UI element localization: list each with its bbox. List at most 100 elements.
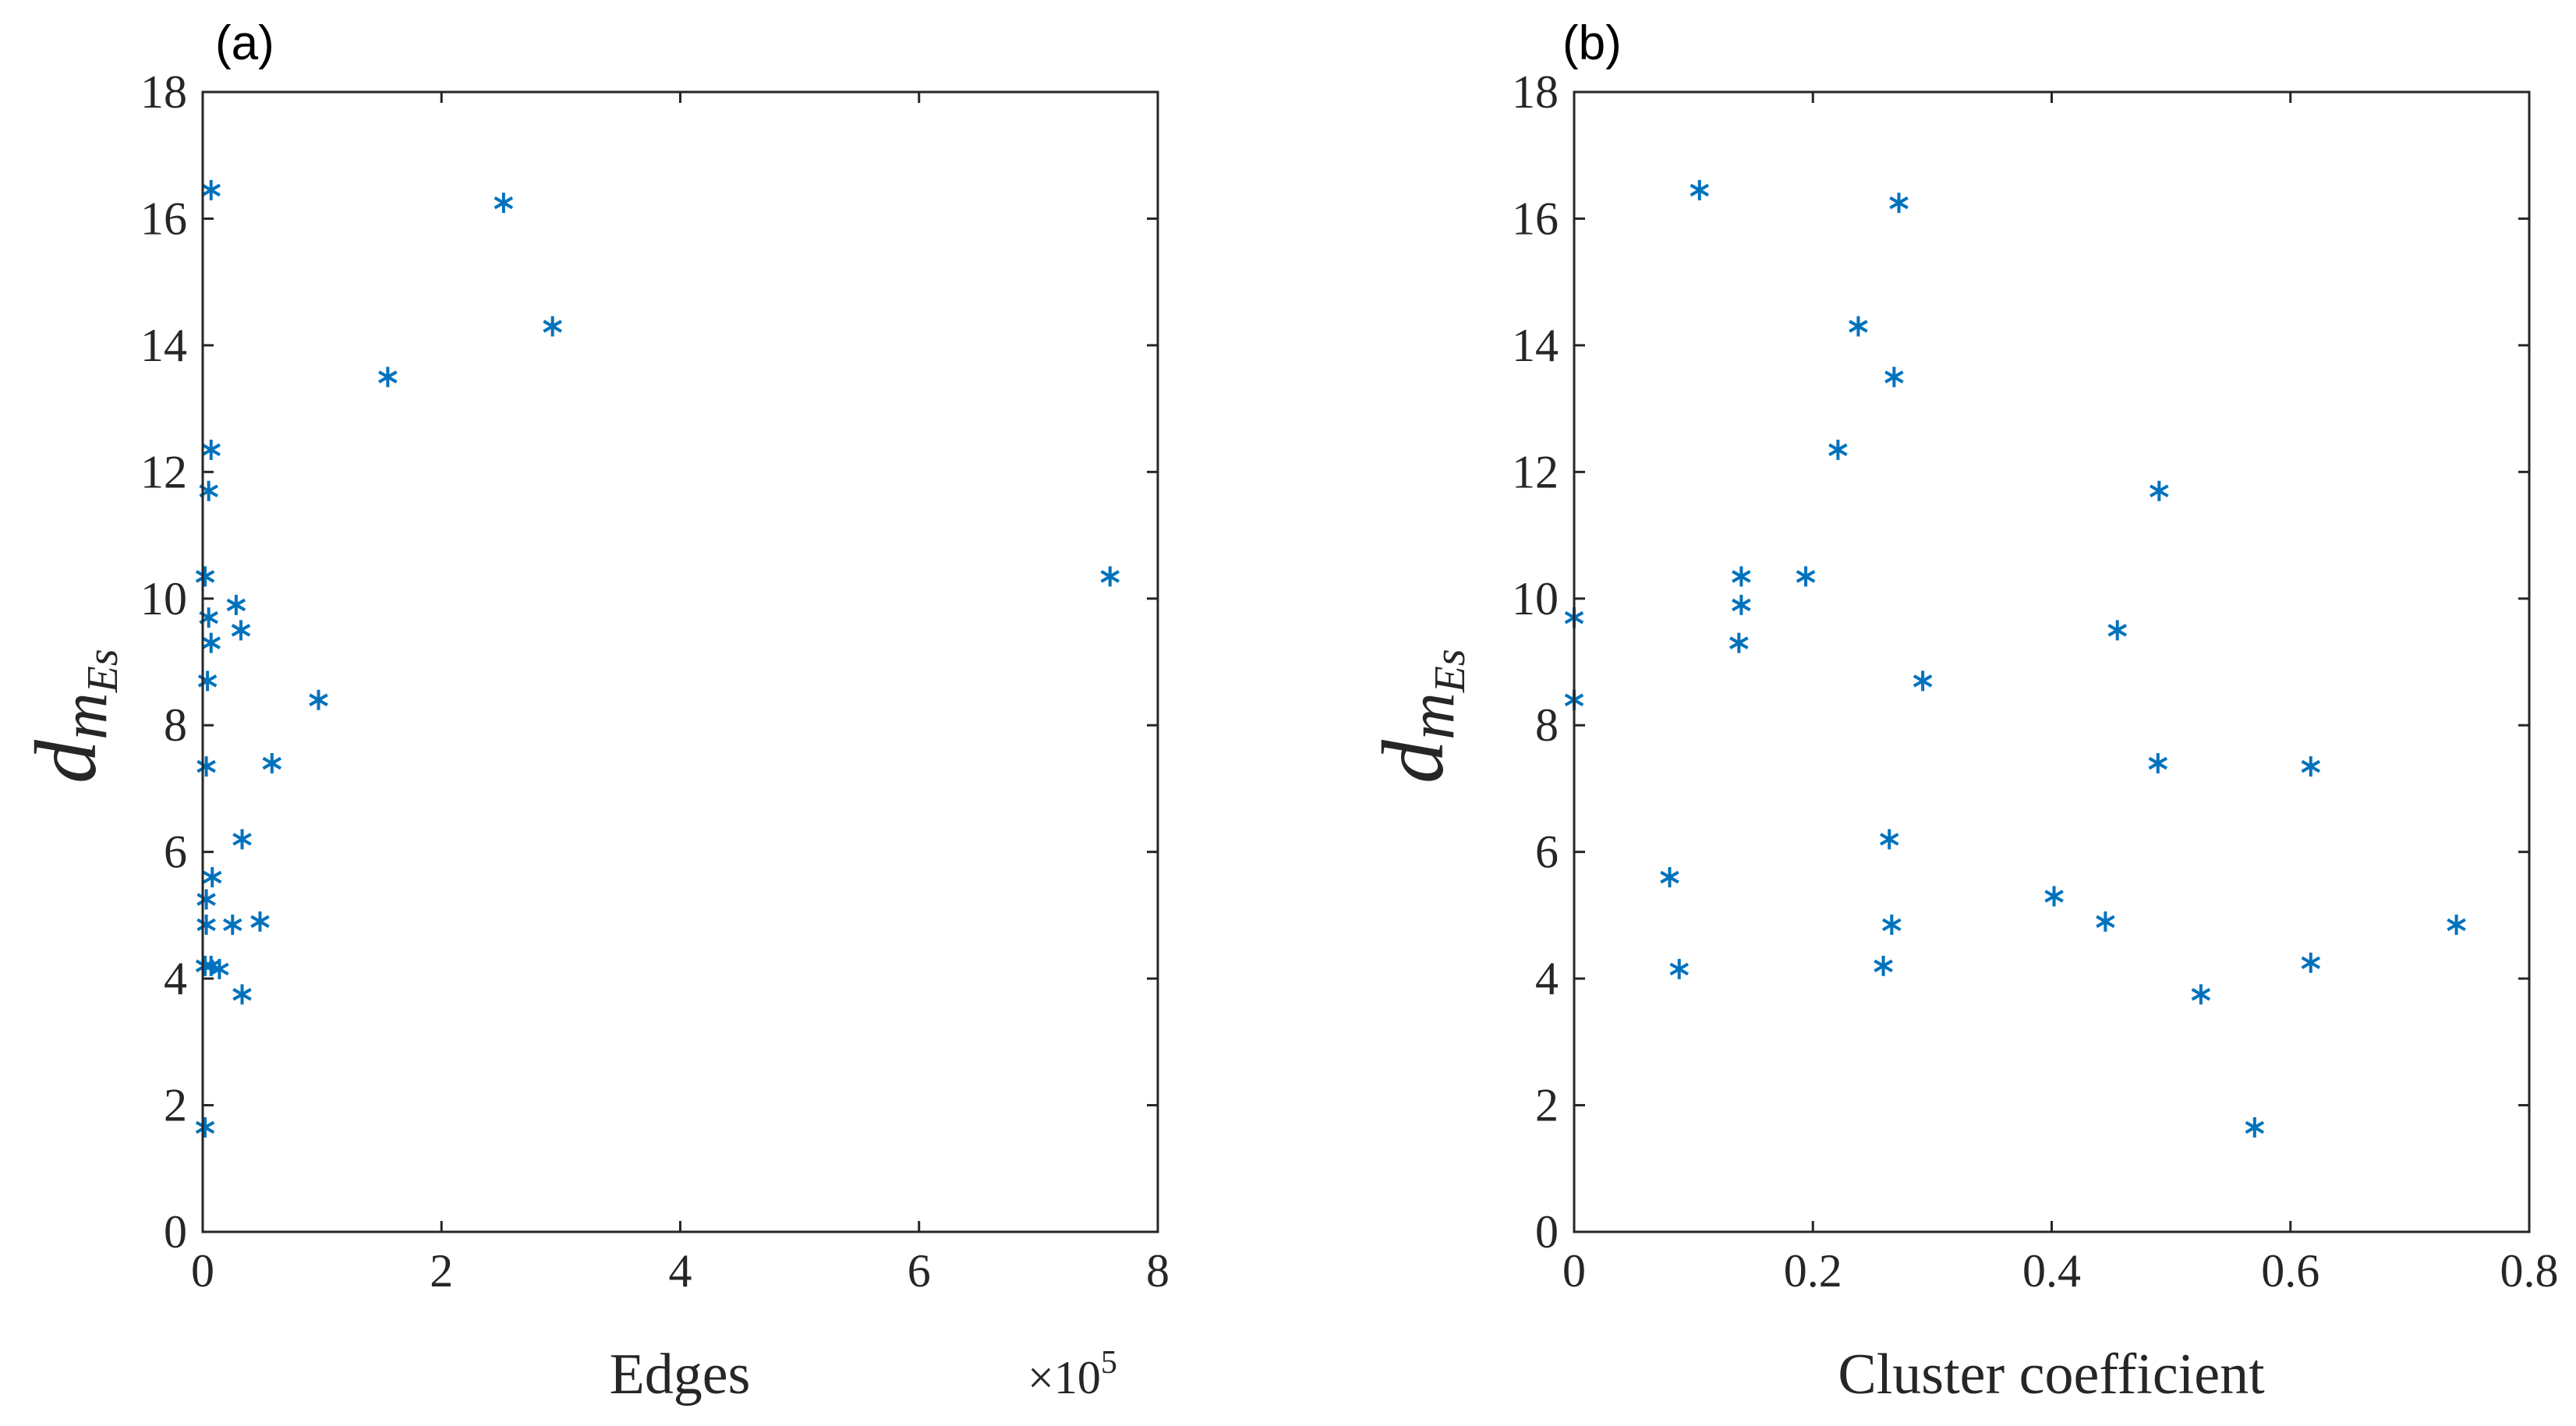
- marker-stroke: [309, 693, 328, 706]
- data-point-b: [2301, 952, 2321, 973]
- y-axis-label-sub-b: m: [1396, 692, 1468, 740]
- panel-label-a: (a): [215, 16, 274, 70]
- marker-stroke: [262, 756, 282, 770]
- data-point-a: [195, 1116, 215, 1138]
- y-tick-label-b: 2: [1535, 1080, 1559, 1131]
- data-point-a: [196, 889, 216, 910]
- marker-stroke: [1729, 636, 1749, 649]
- y-axis-label-subsub-b: Es: [1426, 649, 1474, 693]
- y-tick-label-a: 8: [164, 699, 187, 751]
- y-axis-label-subsub-a: Es: [79, 649, 127, 693]
- marker-stroke: [196, 893, 216, 906]
- data-point-b: [2150, 480, 2169, 501]
- marker-stroke: [1913, 674, 1933, 688]
- y-axis-label-main-a: d: [18, 739, 115, 784]
- data-point-b: [1828, 439, 1848, 460]
- data-point-a: [494, 193, 514, 214]
- marker-stroke: [223, 918, 242, 932]
- x-multiplier-base-a: ×10: [1028, 1352, 1101, 1403]
- axes-box-b: [1573, 90, 2531, 1233]
- marker-stroke: [1732, 598, 1751, 612]
- marker-stroke: [226, 598, 246, 612]
- data-point-b: [2447, 915, 2466, 936]
- marker-stroke: [1796, 570, 1816, 583]
- y-axis-label-main-b: d: [1365, 739, 1462, 784]
- marker-stroke: [1884, 370, 1904, 384]
- y-tick-label-b: 6: [1535, 826, 1559, 878]
- y-tick-label-a: 10: [140, 573, 187, 625]
- y-tick-label-b: 14: [1512, 320, 1559, 371]
- x-tick-label-b: 0.2: [1784, 1245, 1842, 1297]
- data-point-b: [1849, 316, 1868, 337]
- data-point-b: [1796, 566, 1816, 587]
- x-axis-label-b: Cluster coefficient: [1838, 1343, 2265, 1407]
- marker-stroke: [543, 320, 562, 333]
- marker-stroke: [1690, 183, 1710, 197]
- data-point-a: [378, 366, 398, 387]
- marker-stroke: [250, 915, 270, 929]
- x-tick-label-a: 6: [908, 1245, 931, 1297]
- x-tick-label-a: 2: [430, 1245, 453, 1297]
- data-point-a: [195, 566, 215, 587]
- data-point-b: [1874, 955, 1893, 976]
- data-point-a: [309, 689, 328, 710]
- y-tick-label-a: 4: [164, 953, 187, 1004]
- marker-stroke: [2148, 756, 2168, 770]
- panel-a: (a) dmEs 0 2 4 6 8 10 12 14 16 18 0 2 4 6 8 Edges ×105: [18, 16, 1169, 1407]
- marker-stroke: [2245, 1120, 2265, 1134]
- y-tick-label-a: 16: [140, 193, 187, 244]
- data-point-a: [202, 867, 222, 888]
- x-tick-label-b: 0: [1562, 1245, 1586, 1297]
- data-point-b: [1732, 594, 1751, 615]
- marker-stroke: [195, 1120, 215, 1134]
- marker-stroke: [196, 759, 216, 773]
- marker-stroke: [201, 443, 221, 457]
- marker-stroke: [1100, 570, 1120, 583]
- data-point-a: [231, 620, 251, 641]
- y-axis-label-a: dmEs: [18, 649, 127, 784]
- markers-a: [195, 179, 1120, 1138]
- x-tick-label-a: 0: [191, 1245, 214, 1297]
- panel-b: (b) dmEs 0 2 4 6 8 10 12 14 16 18 0 0.2 0.4 0.6 0.8 Cl…: [1365, 16, 2559, 1407]
- data-point-b: [1729, 632, 1749, 653]
- x-tick-label-a: 8: [1146, 1245, 1169, 1297]
- data-point-b: [1732, 566, 1751, 587]
- marker-stroke: [2301, 759, 2321, 773]
- y-tick-label-b: 18: [1512, 66, 1559, 118]
- marker-stroke: [2191, 988, 2211, 1001]
- data-point-a: [223, 915, 242, 936]
- data-point-a: [226, 594, 246, 615]
- marker-stroke: [1849, 320, 1868, 333]
- x-tick-label-b: 0.4: [2022, 1245, 2081, 1297]
- y-tick-label-a: 2: [164, 1080, 187, 1131]
- data-point-a: [1100, 566, 1120, 587]
- data-point-b: [2148, 752, 2168, 773]
- marker-stroke: [231, 624, 251, 637]
- marker-stroke: [201, 183, 221, 197]
- marker-stroke: [494, 196, 514, 210]
- data-point-a: [232, 984, 252, 1005]
- x-tick-label-b: 0.6: [2261, 1245, 2319, 1297]
- x-multiplier-exponent-a: 5: [1101, 1345, 1117, 1381]
- y-tick-label-b: 8: [1535, 699, 1559, 751]
- marker-stroke: [1882, 918, 1902, 932]
- data-point-a: [196, 756, 216, 777]
- marker-stroke: [2096, 915, 2115, 929]
- data-point-b: [1913, 671, 1933, 692]
- y-tick-label-a: 0: [164, 1206, 187, 1258]
- data-point-b: [1879, 829, 1899, 850]
- data-point-a: [210, 958, 229, 979]
- ticks-a: 0 2 4 6 8 10 12 14 16 18 0 2 4 6 8: [140, 66, 1169, 1297]
- data-point-b: [1660, 867, 1679, 888]
- marker-stroke: [1669, 962, 1690, 976]
- data-point-b: [2191, 984, 2211, 1005]
- x-tick-label-a: 4: [669, 1245, 692, 1297]
- data-point-a: [201, 179, 221, 200]
- x-axis-label-a: Edges: [610, 1343, 751, 1407]
- data-point-b: [2096, 911, 2115, 932]
- x-tick-label-b: 0.8: [2500, 1245, 2559, 1297]
- marker-stroke: [2447, 918, 2466, 932]
- marker-stroke: [2044, 890, 2064, 903]
- axes-box-a: [201, 90, 1159, 1233]
